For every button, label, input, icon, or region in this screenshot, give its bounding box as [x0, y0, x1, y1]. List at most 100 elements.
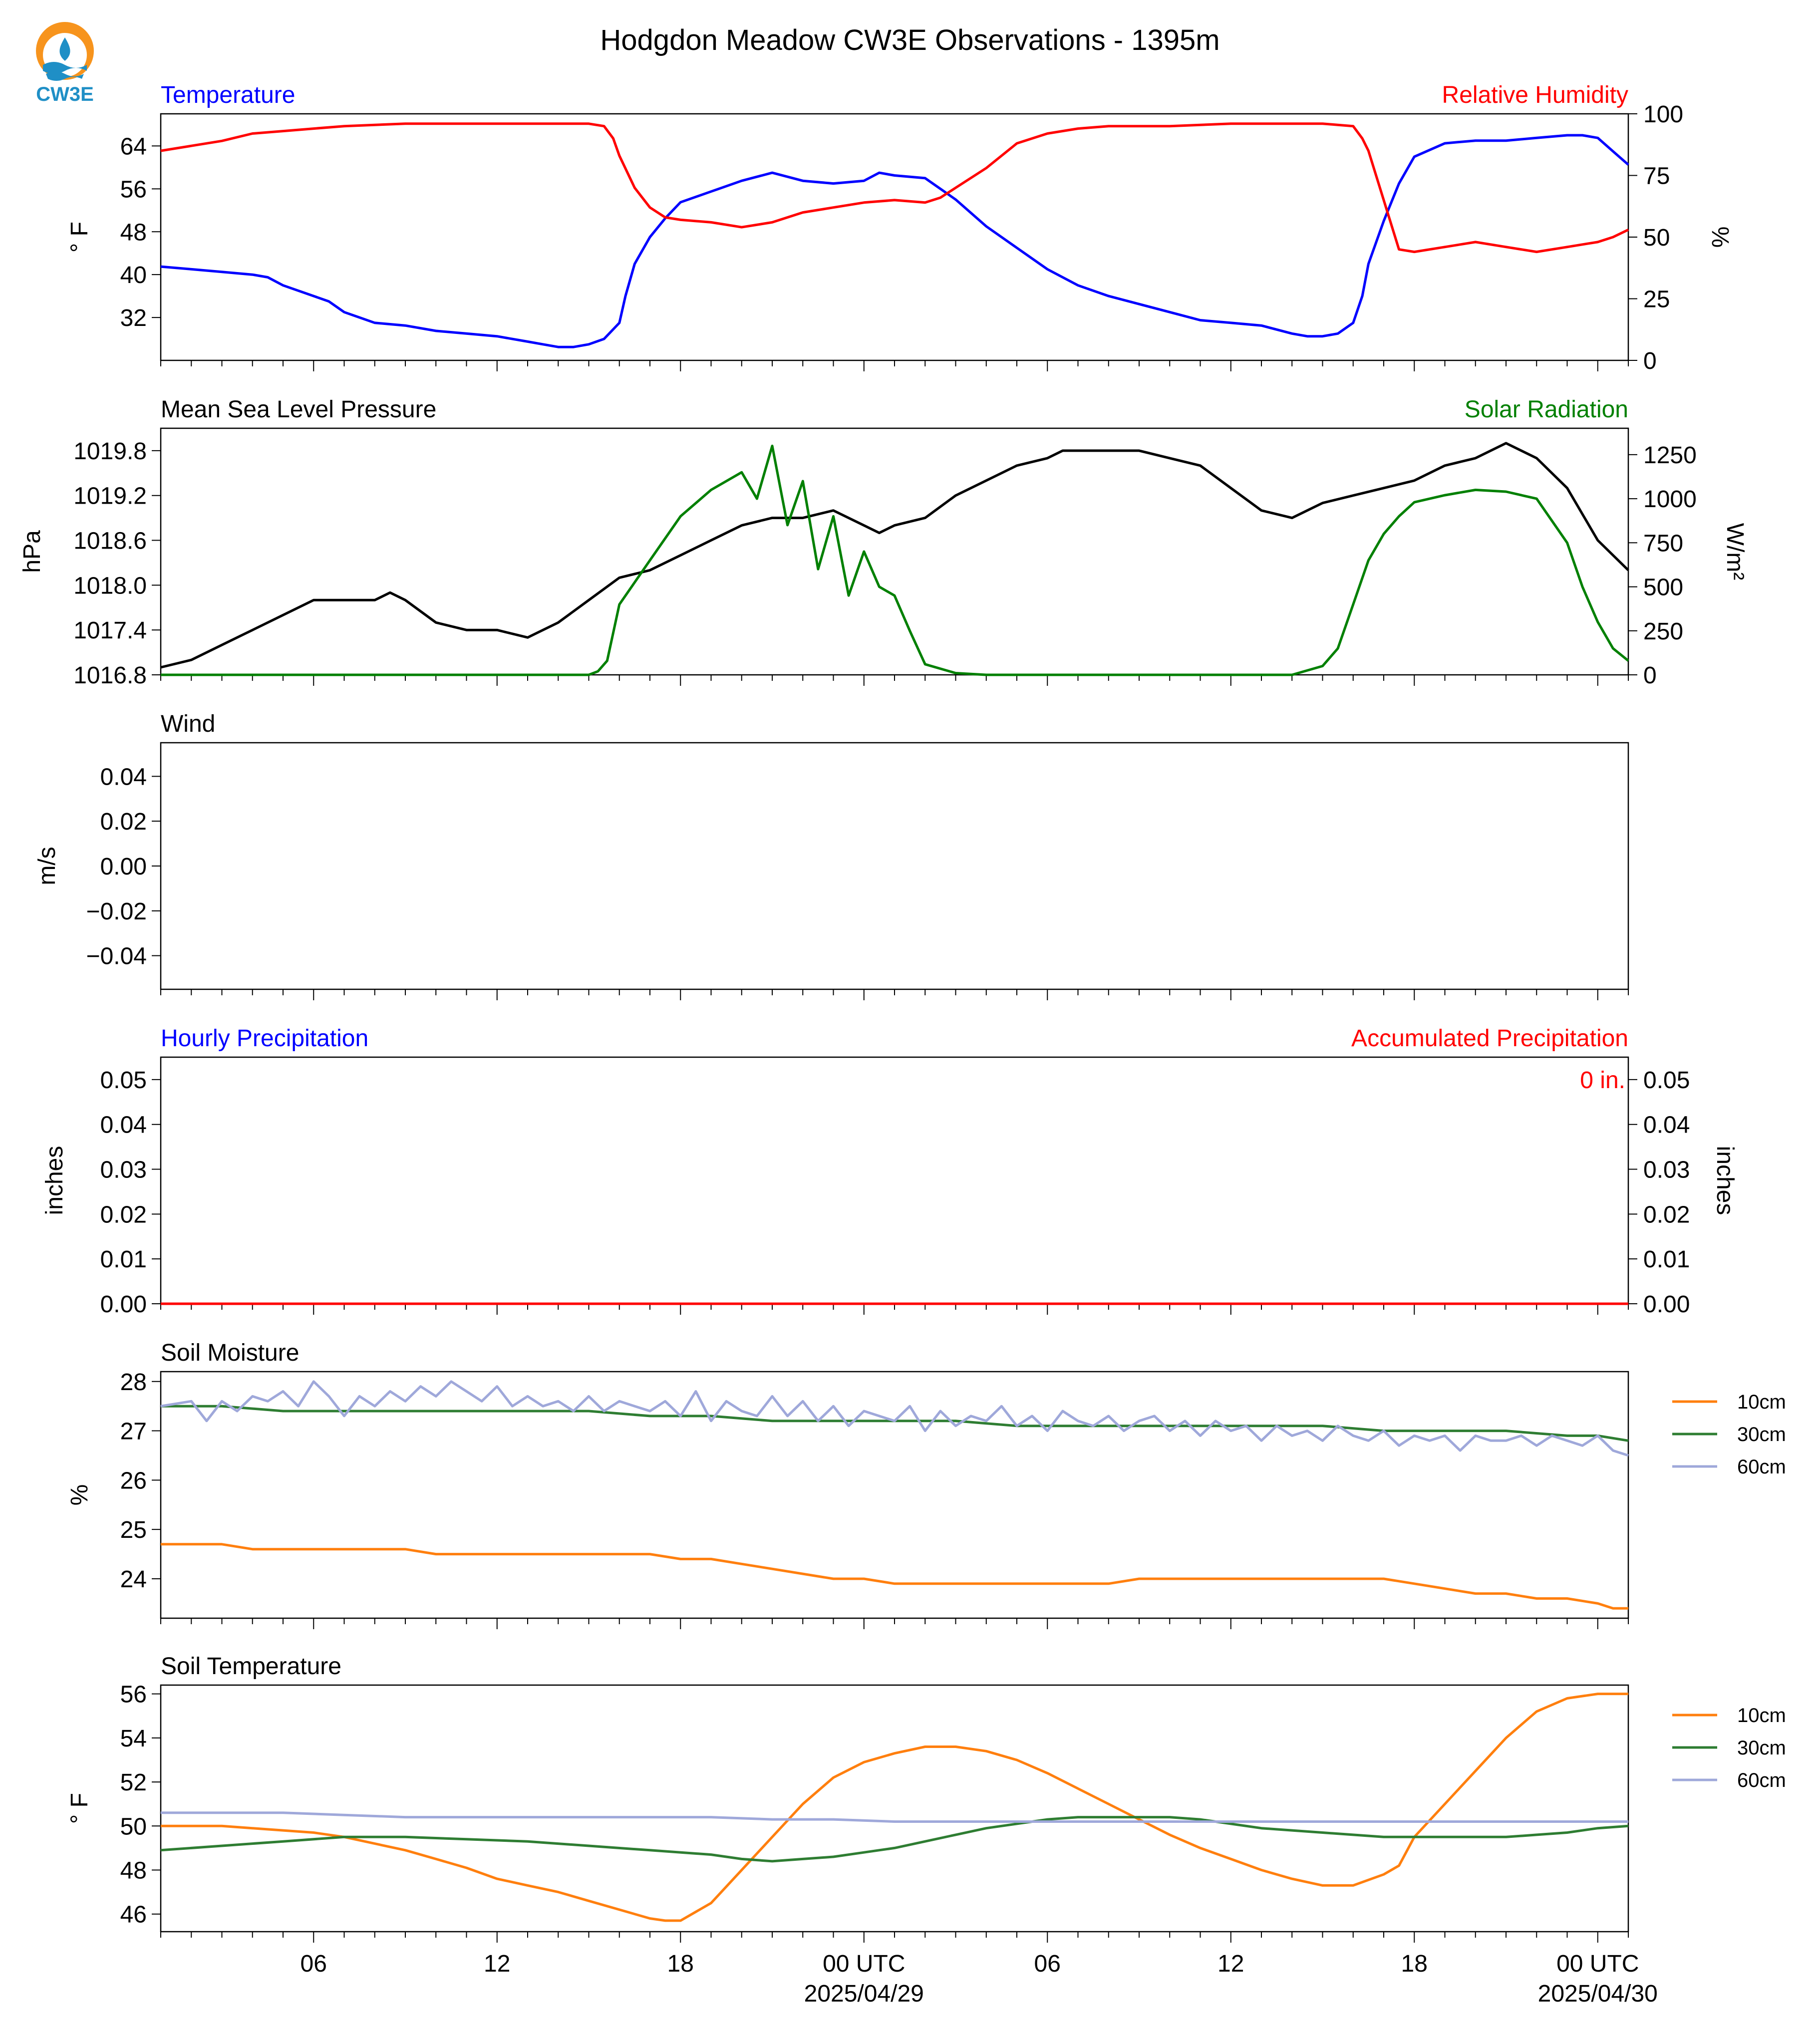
y-tick-label-left: 1019.2: [73, 483, 147, 510]
x-tick-label: 06: [1034, 1951, 1061, 1977]
axes-frame: [160, 1684, 1629, 1933]
logo-wave-icon: [43, 62, 87, 74]
y-axis-label-left: inches: [41, 1146, 68, 1215]
x-tick-label: 18: [667, 1951, 694, 1977]
y-tick-label-right: 750: [1643, 530, 1683, 557]
y-tick-label-left: 1018.0: [73, 573, 147, 599]
axes-frame: [160, 427, 1629, 676]
y-tick-label-right: 0: [1643, 662, 1657, 689]
legend-label: 30cm: [1737, 1424, 1786, 1446]
y-tick-label-left: 52: [120, 1769, 147, 1796]
y-tick-label-left: 56: [120, 176, 147, 203]
series-line-30cm: [160, 1816, 1629, 1863]
panel-wind: Wind −0.04 −0.02 0.00 0.02 0.04 m/s: [34, 711, 1629, 1000]
y-tick-label-left: 0.03: [100, 1157, 147, 1183]
figure-title: Hodgdon Meadow CW3E Observations - 1395m: [600, 24, 1219, 56]
y-tick-label-right: 500: [1643, 575, 1683, 601]
y-tick-label-left: 48: [120, 1858, 147, 1884]
y-tick-label-left: 0.02: [100, 1201, 147, 1228]
panel-title-left: Hourly Precipitation: [161, 1025, 368, 1052]
y-tick-label-left: 1018.6: [73, 528, 147, 555]
panel-title-left: Wind: [161, 711, 215, 737]
panel-title-left: Mean Sea Level Pressure: [161, 396, 436, 423]
panel-temperature: Temperature Relative Humidity 32 40 48 56 64 ° …: [66, 82, 1733, 374]
y-axis-label-right: W/m²: [1722, 523, 1748, 580]
y-tick-label-left: 56: [120, 1682, 147, 1708]
y-tick-label-right: 0.00: [1643, 1291, 1690, 1318]
logo-graphic: CW3E: [36, 22, 94, 105]
series-line-temperature: [160, 134, 1629, 348]
legend-label: 10cm: [1737, 1391, 1786, 1413]
x-tick-label: 06: [301, 1951, 327, 1977]
y-tick-label-left: 0.05: [100, 1067, 147, 1094]
panel-title-right: Relative Humidity: [1442, 82, 1628, 108]
series-line-60cm: [161, 1811, 1628, 1823]
series-line-10cm: [161, 1543, 1628, 1610]
y-tick-label-right: 0.04: [1643, 1112, 1690, 1139]
y-tick-label-left: 0.04: [100, 764, 147, 790]
panel-title-left: Soil Moisture: [161, 1340, 299, 1366]
y-tick-label-left: 0.00: [100, 854, 147, 880]
y-tick-label-right: 250: [1643, 618, 1683, 645]
legend-label: 60cm: [1737, 1456, 1786, 1478]
y-tick-label-left: −0.04: [86, 943, 147, 970]
y-tick-label-left: 0.02: [100, 809, 147, 835]
y-tick-label-left: −0.02: [86, 898, 147, 925]
series-line-30cm: [161, 1405, 1629, 1442]
y-tick-label-right: 1250: [1643, 442, 1697, 469]
panel-title-right: Solar Radiation: [1465, 396, 1628, 423]
axes-frame: [160, 1056, 1629, 1305]
panel-soil_temperature: Soil Temperature 46 48 50 52 54 56 ° F 10cm 30cm 6…: [66, 1653, 1786, 2007]
panel-title-left: Soil Temperature: [161, 1653, 341, 1680]
y-tick-label-right: 1000: [1643, 486, 1697, 513]
legend-label: 30cm: [1737, 1737, 1786, 1759]
logo-drop-icon: [59, 37, 70, 61]
y-tick-label-right: 0.03: [1643, 1157, 1690, 1183]
y-tick-label-left: 1016.8: [73, 662, 147, 689]
y-tick-label-right: 0.02: [1643, 1201, 1690, 1228]
logo-text: CW3E: [36, 83, 94, 105]
legend-label: 60cm: [1737, 1769, 1786, 1791]
y-tick-label-right: 75: [1643, 163, 1670, 190]
y-axis-label-left: %: [66, 1484, 93, 1506]
y-tick-label-left: 40: [120, 262, 147, 289]
axes-frame: [160, 742, 1629, 990]
series-line-10cm: [161, 1693, 1628, 1922]
y-tick-label-left: 48: [120, 219, 147, 246]
y-tick-label-right: 50: [1643, 225, 1670, 251]
y-tick-label-left: 26: [120, 1467, 147, 1494]
y-tick-label-left: 0.04: [100, 1112, 147, 1139]
x-tick-date-label: 2025/04/30: [1538, 1981, 1658, 2007]
y-tick-label-left: 28: [120, 1369, 147, 1396]
panel-title-right: Accumulated Precipitation: [1351, 1025, 1628, 1052]
y-tick-label-left: 64: [120, 133, 147, 160]
panel-precipitation: Hourly Precipitation Accumulated Precipit…: [41, 1025, 1738, 1318]
series-line-mean-sea-level-pressure: [160, 442, 1629, 669]
y-axis-label-left: ° F: [66, 222, 93, 253]
y-tick-label-left: 0.01: [100, 1246, 147, 1273]
y-axis-label-left: m/s: [34, 847, 60, 885]
y-tick-label-right: 100: [1643, 101, 1683, 128]
legend-label: 10cm: [1737, 1705, 1786, 1727]
y-tick-label-left: 46: [120, 1902, 147, 1928]
y-tick-label-left: 32: [120, 305, 147, 331]
y-tick-label-left: 24: [120, 1566, 147, 1593]
y-tick-label-left: 27: [120, 1419, 147, 1445]
y-axis-label-right: %: [1707, 227, 1733, 248]
x-tick-label: 00 UTC: [823, 1951, 905, 1977]
y-tick-label-left: 1017.4: [73, 617, 147, 644]
cw3e-logo: CW3E: [30, 15, 100, 105]
y-axis-label-left: hPa: [19, 530, 45, 573]
x-tick-label: 12: [1217, 1951, 1244, 1977]
panels-group: Temperature Relative Humidity 32 40 48 56 64 ° …: [19, 82, 1786, 2007]
x-tick-label: 12: [484, 1951, 510, 1977]
y-tick-label-left: 1019.8: [73, 438, 147, 465]
y-tick-label-left: 54: [120, 1726, 147, 1752]
y-tick-label-right: 25: [1643, 287, 1670, 313]
panel-soil_moisture: Soil Moisture 24 25 26 27 28% 10cm 30cm 60cm: [66, 1340, 1786, 1629]
x-tick-date-label: 2025/04/29: [804, 1981, 924, 2007]
accumulated-total-annotation: 0 in.: [1580, 1067, 1625, 1094]
x-tick-label: 18: [1401, 1951, 1428, 1977]
y-tick-label-right: 0: [1643, 348, 1657, 374]
